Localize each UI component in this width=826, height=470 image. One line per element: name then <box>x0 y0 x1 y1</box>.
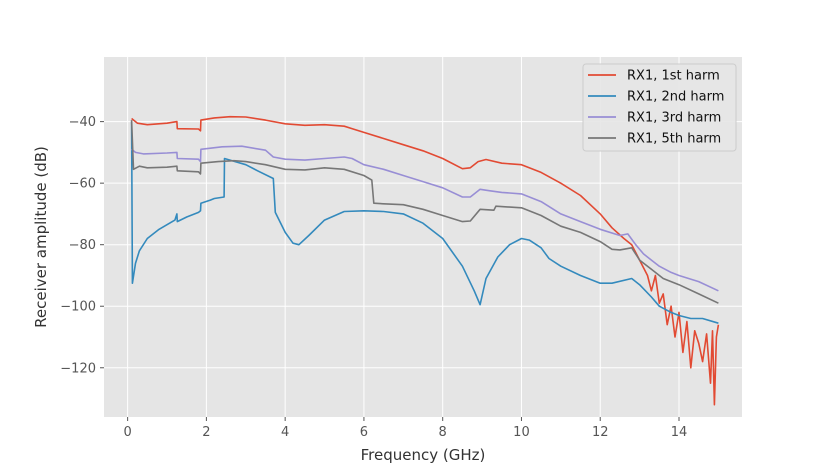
series-line-4 <box>130 120 719 304</box>
x-tick-label: 6 <box>360 425 368 440</box>
legend-entry-label: RX1, 5th harm <box>627 132 721 147</box>
x-axis-label: Frequency (GHz) <box>361 446 486 464</box>
x-tick-label: 10 <box>513 425 530 440</box>
series-line-3 <box>131 145 719 292</box>
legend-entry-label: RX1, 3rd harm <box>627 111 721 126</box>
x-tick-label: 0 <box>123 425 131 440</box>
y-tick-label: −60 <box>69 177 96 192</box>
y-axis-label: Receiver amplitude (dB) <box>32 146 50 328</box>
series-line-1 <box>131 115 720 406</box>
y-tick-label: −120 <box>60 361 96 376</box>
x-tick-label: 4 <box>281 425 289 440</box>
y-tick-label: −100 <box>60 300 96 315</box>
x-tick-label: 2 <box>202 425 210 440</box>
legend-entry-label: RX1, 2nd harm <box>627 90 724 105</box>
y-tick-label: −40 <box>69 115 96 130</box>
x-tick-label: 12 <box>592 425 609 440</box>
x-axis-ticks: 0 2 4 6 8 10 12 14 <box>123 417 687 440</box>
y-tick-label: −80 <box>69 238 96 253</box>
series-line-2 <box>130 121 719 324</box>
x-tick-label: 8 <box>439 425 447 440</box>
legend-entry-label: RX1, 1st harm <box>627 69 720 84</box>
legend-box <box>582 63 737 152</box>
y-axis-ticks: −120 −100 −80 −60 −40 <box>60 115 104 376</box>
legend: RX1, 1st harm RX1, 2nd harm RX1, 3rd harm R… <box>582 63 737 152</box>
x-tick-label: 14 <box>671 425 688 440</box>
series-lines <box>130 115 720 406</box>
